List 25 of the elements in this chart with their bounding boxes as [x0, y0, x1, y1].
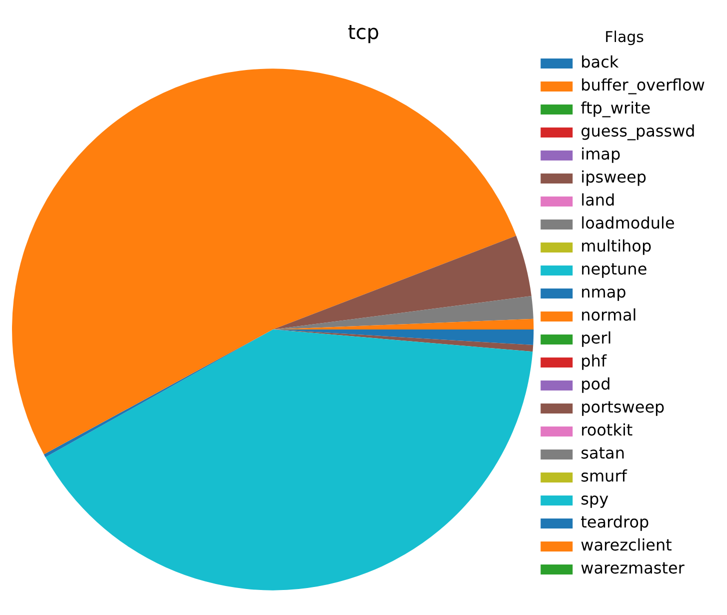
legend-label: smurf: [580, 466, 628, 486]
legend-label: guess_passwd: [580, 122, 696, 141]
legend-label: land: [580, 190, 616, 210]
legend-label: spy: [580, 490, 609, 509]
legend-label: pod: [580, 374, 611, 394]
legend-label: nmap: [580, 282, 626, 302]
legend-label: phf: [580, 352, 607, 371]
legend-label: normal: [580, 306, 637, 325]
legend-label: ftp_write: [580, 98, 651, 118]
chart-title: tcp: [348, 20, 380, 44]
legend-label: loadmodule: [580, 214, 675, 233]
legend-label: ipsweep: [580, 168, 646, 187]
legend-label: back: [580, 52, 620, 72]
legend-label: perl: [580, 328, 612, 348]
legend-label: buffer_overflow: [580, 76, 705, 95]
legend-label: warezclient: [580, 536, 672, 555]
legend-label: imap: [580, 144, 621, 164]
legend-label: rootkit: [580, 420, 633, 440]
legend-label: satan: [580, 444, 625, 463]
legend-label: teardrop: [580, 512, 650, 532]
legend-label: neptune: [580, 260, 648, 279]
legend-label: multihop: [580, 236, 652, 256]
legend-title: Flags: [604, 28, 644, 46]
legend-label: portsweep: [580, 398, 665, 417]
legend-label: warezmaster: [580, 558, 685, 578]
